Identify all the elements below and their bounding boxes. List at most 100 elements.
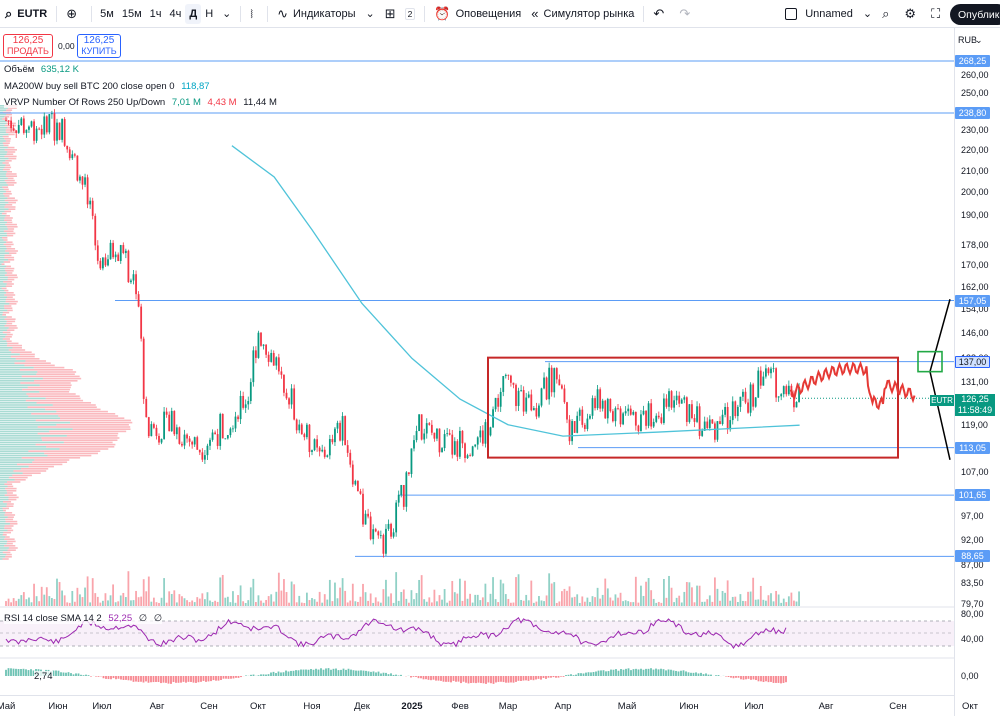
volume-bar xyxy=(339,587,341,606)
interval-1h[interactable]: 1ч xyxy=(149,7,162,20)
macd-bar xyxy=(375,672,377,676)
vrvp-row-up xyxy=(0,426,38,428)
volume-bar xyxy=(114,602,117,606)
volume-bar xyxy=(71,590,74,606)
interval-day[interactable]: Д xyxy=(185,3,202,24)
vrvp-row-down xyxy=(17,463,63,466)
redo-button[interactable]: ↷ xyxy=(674,0,700,28)
vrvp-row-up xyxy=(0,435,67,437)
price-tick: 83,50 xyxy=(961,578,984,589)
currency-label[interactable]: RUB xyxy=(958,35,978,45)
level-price-badge[interactable]: 238,80 xyxy=(955,107,990,120)
level-price-badge[interactable]: 157,05 xyxy=(955,294,990,307)
macd-legend[interactable]: 2,74 xyxy=(34,671,53,682)
chevron-down-icon[interactable]: ⌄ xyxy=(975,35,983,45)
rsi-legend-v3: ∅ xyxy=(153,613,162,624)
buy-button[interactable]: 126,25 КУПИТЬ xyxy=(77,34,121,58)
interval-15m[interactable]: 15м xyxy=(121,7,142,20)
macd-bar xyxy=(667,669,670,676)
vrvp-row-down xyxy=(6,553,12,556)
candle-body xyxy=(89,200,92,205)
vrvp-row-down xyxy=(13,470,47,472)
settings-button[interactable]: ⚙ xyxy=(899,0,926,28)
sell-button[interactable]: 126,25 ПРОДАТЬ xyxy=(3,34,53,58)
volume-bar xyxy=(43,594,46,606)
forecast-zigzag xyxy=(789,360,916,411)
volume-bar xyxy=(474,594,477,606)
volume-bar xyxy=(232,591,234,606)
candle-body xyxy=(530,394,533,411)
candle-body xyxy=(295,419,298,431)
vrvp-row-up xyxy=(0,549,8,551)
level-price-badge[interactable]: 268,25 xyxy=(955,55,990,68)
volume-bar xyxy=(323,594,326,606)
candle-body xyxy=(344,416,347,446)
macd-bar xyxy=(120,676,122,680)
vrvp-row-down xyxy=(4,307,13,309)
vrvp-row-up xyxy=(0,193,4,195)
ma-legend[interactable]: MA200W buy sell BTC 200 close open 0 118… xyxy=(4,81,210,92)
volume-bar xyxy=(573,596,576,606)
macd-bar xyxy=(770,676,772,682)
macd-bar xyxy=(27,670,30,676)
compare-button[interactable]: ⊕ xyxy=(61,0,87,28)
interval-5m[interactable]: 5м xyxy=(100,7,114,20)
volume-bar xyxy=(385,579,387,606)
macd-bar xyxy=(530,676,532,680)
macd-bar xyxy=(195,676,197,683)
vrvp-row-down xyxy=(6,232,16,235)
vrvp-row-up xyxy=(0,531,4,534)
vrvp-row-down xyxy=(4,545,16,547)
level-price-badge[interactable]: 113,05 xyxy=(955,441,990,454)
vrvp-row-up xyxy=(0,384,40,386)
volume-bar xyxy=(102,600,104,606)
quick-search-button[interactable]: ⌕ xyxy=(877,0,899,28)
vrvp-row-up xyxy=(0,325,5,327)
volume-bar xyxy=(448,600,451,606)
volume-legend[interactable]: Объём 635,12 K xyxy=(4,64,79,75)
volume-bar xyxy=(634,576,637,606)
publish-button[interactable]: Опубликовать xyxy=(950,4,1000,25)
price-tick: 230,00 xyxy=(961,124,989,135)
vrvp-row-down xyxy=(9,303,17,305)
indicators-dropdown[interactable]: ⌄ xyxy=(361,0,380,28)
candle-body xyxy=(102,257,104,269)
undo-button[interactable]: ↶ xyxy=(648,0,674,28)
volume-bar xyxy=(423,599,426,606)
rsi-legend[interactable]: RSI 14 close SMA 14 2 52,25 ∅ ∅ xyxy=(4,613,162,624)
level-price-badge[interactable]: 137,00 xyxy=(955,355,990,368)
macd-bar xyxy=(112,676,115,679)
time-axis[interactable]: Май Июн Июл Авг Сен Окт Ноя Дек 2025 Фев Мар Апр Май… xyxy=(0,695,978,716)
macd-bar xyxy=(742,676,745,680)
macd-bar xyxy=(457,676,460,682)
interval-week[interactable]: Н xyxy=(205,7,214,20)
level-price-badge[interactable]: 88,65 xyxy=(955,550,990,563)
symbol-search[interactable]: ⌕ EUTR xyxy=(0,0,52,28)
volume-bar xyxy=(96,596,99,606)
volume-bar xyxy=(392,602,395,606)
volume-bar xyxy=(119,595,122,606)
layout-name-button[interactable]: Unnamed xyxy=(780,0,858,28)
vrvp-legend[interactable]: VRVP Number Of Rows 250 Up/Down 7,01 M 4… xyxy=(4,97,277,108)
level-price-badge[interactable]: 101,65 xyxy=(955,489,990,502)
interval-4h[interactable]: 4ч xyxy=(169,7,182,20)
vrvp-row-down xyxy=(2,162,9,164)
replay-button[interactable]: « Симулятор рынка xyxy=(526,0,639,28)
indicators-button[interactable]: ∿ Индикаторы xyxy=(272,0,360,28)
alerts-button[interactable]: ⏰ Оповещения xyxy=(429,0,526,28)
volume-bar xyxy=(775,590,777,606)
candle-body xyxy=(303,434,306,438)
vrvp-row-up xyxy=(0,131,6,133)
volume-bar xyxy=(540,600,543,606)
vrvp-row-up xyxy=(0,507,3,510)
fullscreen-button[interactable]: ⛶ xyxy=(926,0,950,28)
layouts-button[interactable]: ⊞ 2 xyxy=(380,0,421,28)
macd-bar xyxy=(440,676,442,681)
vrvp-row-down xyxy=(5,223,17,226)
chart-type-button[interactable]: ⧘ xyxy=(245,0,263,28)
interval-dropdown[interactable]: ⌄ xyxy=(217,0,236,28)
macd-bar xyxy=(567,674,570,676)
volume-bar xyxy=(517,574,520,606)
layout-dropdown[interactable]: ⌄ xyxy=(858,0,877,28)
